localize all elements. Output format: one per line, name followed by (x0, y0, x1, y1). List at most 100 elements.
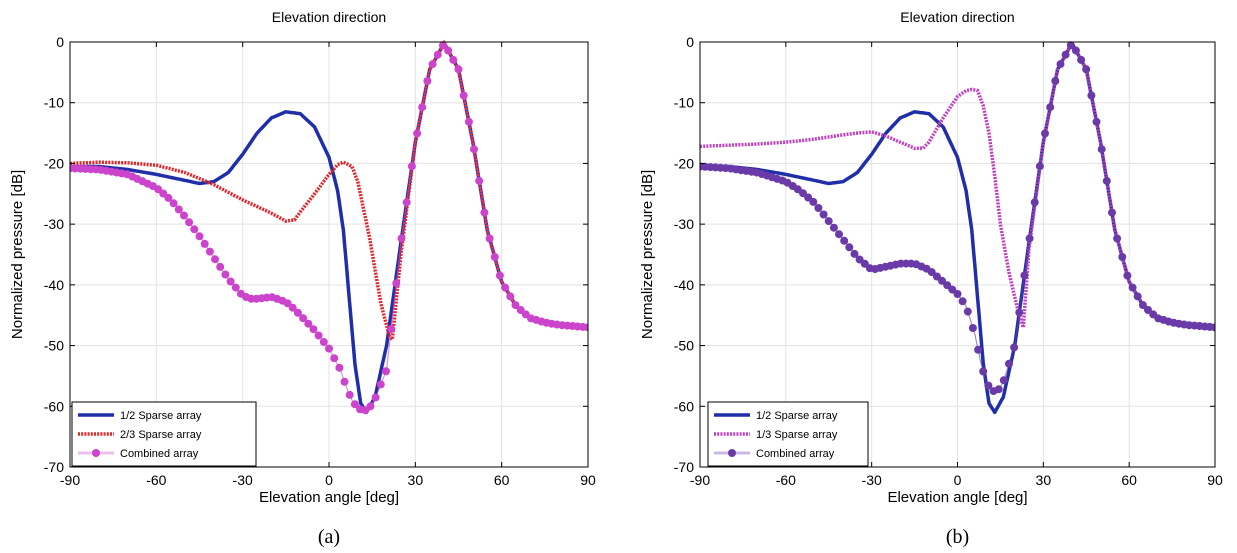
data-point (1123, 271, 1132, 280)
x-tick-label: 90 (580, 472, 596, 488)
data-point (1056, 60, 1065, 69)
data-point (464, 117, 473, 126)
legend-label: Combined array (120, 448, 199, 460)
data-point (185, 218, 194, 227)
data-point (382, 367, 390, 376)
data-point (418, 103, 427, 112)
x-axis-label: Elevation angle [deg] (887, 489, 1027, 506)
series-line (700, 39, 1215, 330)
chart-b-svg: -90 -60 -30 0 30 60 90 0 -10 -20 -30 -40 -50 -60 -70 El… (639, 9, 1223, 548)
x-tick-label: -90 (690, 472, 710, 488)
data-point (1041, 129, 1049, 138)
series-3 (700, 41, 1215, 396)
data-point (804, 193, 813, 202)
data-point (1082, 65, 1091, 74)
data-point (1025, 234, 1034, 243)
data-point (413, 129, 422, 138)
data-point (994, 385, 1003, 394)
y-tick-label: -30 (44, 216, 64, 232)
data-point (819, 210, 828, 219)
y-tick-label: -50 (44, 338, 64, 354)
data-point (480, 208, 489, 217)
x-tick-label: 60 (494, 472, 510, 488)
data-point (1035, 162, 1044, 171)
data-point (475, 176, 484, 185)
data-point (999, 376, 1008, 385)
data-point (1144, 306, 1152, 314)
legend-label: 1/3 Sparse array (756, 429, 838, 441)
data-point (454, 65, 463, 74)
data-point (350, 400, 359, 409)
data-point (809, 197, 818, 206)
data-point (376, 380, 385, 389)
data-point (1211, 323, 1215, 332)
data-point (180, 211, 188, 220)
y-tick-label: -10 (674, 95, 694, 111)
y-tick-label: -50 (674, 338, 694, 354)
data-point (366, 402, 375, 411)
data-point (195, 232, 204, 241)
data-point (511, 301, 520, 310)
x-tick-label: 0 (954, 472, 962, 488)
data-point (953, 290, 962, 298)
data-point (948, 285, 957, 294)
data-point (423, 77, 432, 85)
legend-label: 2/3 Sparse array (120, 429, 202, 441)
data-point (470, 145, 478, 154)
data-point (1066, 41, 1075, 50)
data-point (433, 50, 442, 59)
data-point (1087, 91, 1096, 100)
legend-marker (92, 449, 100, 457)
x-tick-label: 0 (325, 472, 333, 488)
data-point (814, 204, 823, 212)
x-tick-label: -60 (776, 472, 796, 488)
x-tick-label: 90 (1207, 472, 1223, 488)
y-tick-label: -40 (674, 277, 694, 293)
data-point (506, 292, 515, 301)
data-point (200, 239, 209, 248)
figure-caption: (a) (318, 526, 340, 548)
legend-label: Combined array (756, 448, 835, 460)
data-point (340, 377, 349, 386)
data-point (1077, 55, 1086, 64)
y-tick-label: -30 (674, 216, 694, 232)
x-tick-label: -60 (146, 472, 166, 488)
data-point (371, 393, 380, 402)
x-tick-label: -90 (60, 472, 80, 488)
data-point (293, 308, 302, 317)
chart-panel-b: -90 -60 -30 0 30 60 90 0 -10 -20 -30 -40 -50 -60 -70 El… (639, 0, 1237, 553)
data-point (584, 323, 588, 332)
data-point (979, 367, 988, 376)
chart-title: Elevation direction (272, 9, 386, 25)
y-tick-label: -60 (44, 398, 64, 414)
data-point (231, 283, 240, 292)
data-point (1010, 343, 1019, 352)
data-point (428, 60, 437, 69)
y-tick-label: -20 (674, 155, 694, 171)
data-point (439, 41, 447, 50)
data-point (216, 262, 225, 271)
data-point (1051, 77, 1060, 85)
data-point (345, 390, 354, 399)
data-point (325, 344, 333, 353)
data-point (304, 319, 313, 328)
data-point (829, 223, 838, 232)
data-point (288, 303, 297, 312)
y-tick-label: -40 (44, 277, 64, 293)
data-point (314, 331, 323, 340)
data-point (1015, 308, 1024, 317)
chart-title: Elevation direction (900, 9, 1014, 25)
data-point (1046, 103, 1055, 112)
y-tick-label: 0 (686, 34, 694, 50)
data-point (938, 276, 946, 285)
data-point (845, 243, 854, 252)
legend-box (71, 401, 257, 467)
data-point (1108, 208, 1116, 217)
y-axis-label: Normalized pressure [dB] (639, 170, 656, 339)
legend: 1/2 Sparse array 1/3 Sparse array Combined… (707, 401, 869, 467)
y-axis-label: Normalized pressure [dB] (9, 170, 26, 339)
data-point (1005, 359, 1013, 368)
data-point (402, 198, 411, 207)
chart-panel-a: -90 -60 -30 0 30 60 90 0 -10 -20 -30 -40 -50 -60 -70 El… (0, 0, 618, 553)
x-axis-label: Elevation angle [deg] (259, 489, 399, 506)
